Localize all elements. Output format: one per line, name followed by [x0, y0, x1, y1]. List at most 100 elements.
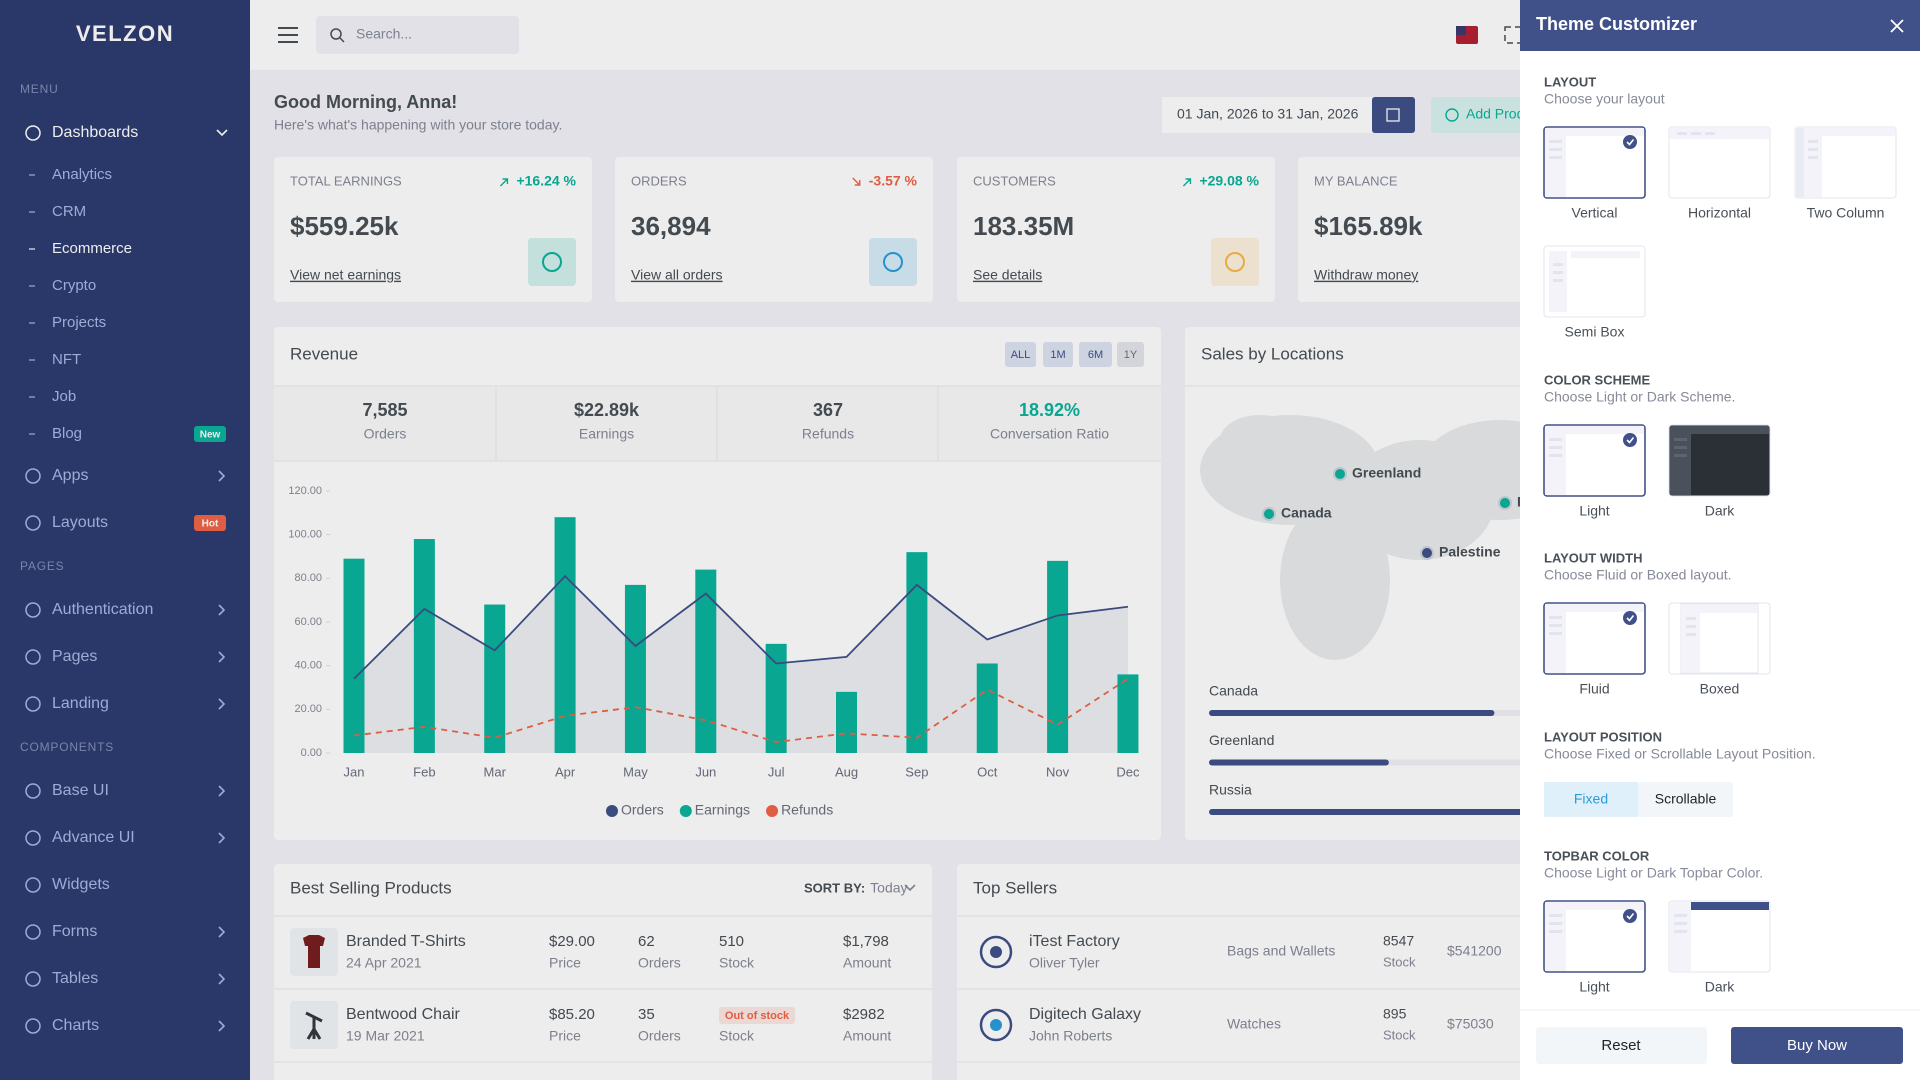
- map-marker[interactable]: [1262, 507, 1276, 521]
- layout-option[interactable]: [1543, 900, 1646, 973]
- toggle-button[interactable]: [1638, 782, 1734, 817]
- menu-item[interactable]: Forms: [52, 923, 97, 940]
- legend-label[interactable]: Orders: [621, 802, 664, 818]
- range-button[interactable]: [1117, 342, 1144, 367]
- check-badge: [1623, 611, 1637, 625]
- range-button-text[interactable]: ALL: [1011, 349, 1031, 361]
- thumb-line: [1674, 438, 1687, 441]
- seller-logo-dot: [990, 1019, 1002, 1031]
- layout-option[interactable]: [1668, 126, 1771, 199]
- range-button[interactable]: [1079, 342, 1112, 367]
- thumb-line: [1674, 930, 1687, 933]
- option-label[interactable]: Dark: [1705, 503, 1736, 519]
- chevron: [218, 973, 226, 985]
- seller-name[interactable]: Digitech Galaxy: [1029, 1006, 1141, 1023]
- seller-stock: 8547: [1383, 933, 1414, 949]
- toggle-button-text[interactable]: Scrollable: [1655, 791, 1717, 807]
- layout-option[interactable]: [1668, 424, 1771, 497]
- menu-item[interactable]: Dashboards: [52, 124, 138, 141]
- option-label[interactable]: Horizontal: [1688, 205, 1751, 221]
- menu-item[interactable]: Widgets: [52, 876, 110, 893]
- layout-option[interactable]: [1543, 245, 1646, 318]
- summary-value: $22.89k: [574, 400, 640, 420]
- submenu-item[interactable]: NFT: [52, 351, 81, 368]
- stat-link[interactable]: View net earnings: [290, 267, 401, 283]
- product-name[interactable]: Branded T-Shirts: [346, 933, 466, 950]
- option-label[interactable]: Vertical: [1572, 205, 1618, 221]
- range-button-text[interactable]: 6M: [1088, 349, 1103, 361]
- buy-button[interactable]: [1731, 1027, 1903, 1064]
- layout-option[interactable]: [1668, 900, 1771, 973]
- submenu-item[interactable]: CRM: [52, 203, 86, 220]
- thumb-line: [1549, 156, 1562, 159]
- calendar-button[interactable]: [1372, 97, 1415, 133]
- menu-item[interactable]: Layouts: [52, 514, 108, 531]
- stat-link[interactable]: Withdraw money: [1314, 267, 1418, 283]
- sort-value[interactable]: Today: [870, 880, 907, 896]
- menu-item[interactable]: Authentication: [52, 601, 153, 618]
- stat-link[interactable]: View all orders: [631, 267, 723, 283]
- x-tick-label: Dec: [1116, 764, 1140, 779]
- submenu-item[interactable]: Job: [52, 388, 76, 405]
- thumb-line: [1549, 148, 1562, 151]
- map-marker[interactable]: [1333, 467, 1347, 481]
- toggle-button[interactable]: [1544, 782, 1639, 817]
- menu-icon: [25, 783, 41, 799]
- stat-icon-box: [1211, 238, 1259, 286]
- layout-option[interactable]: [1543, 424, 1646, 497]
- submenu-item[interactable]: Projects: [52, 314, 106, 331]
- option-label[interactable]: Boxed: [1700, 681, 1740, 697]
- option-label[interactable]: Fluid: [1579, 681, 1609, 697]
- flag-canton: [1456, 26, 1466, 35]
- stat-label: MY BALANCE: [1314, 173, 1398, 188]
- search-placeholder[interactable]: Search...: [356, 26, 412, 42]
- range-button[interactable]: [1043, 342, 1073, 367]
- menu-item[interactable]: Pages: [52, 648, 97, 665]
- range-button-text[interactable]: 1Y: [1124, 349, 1138, 361]
- menu-item[interactable]: Charts: [52, 1017, 99, 1034]
- y-tick-label: 0.00: [301, 747, 322, 759]
- option-label[interactable]: Light: [1579, 503, 1609, 519]
- menu-item[interactable]: Tables: [52, 970, 98, 987]
- submenu-item[interactable]: Ecommerce: [52, 240, 132, 257]
- stock-badge-text: Out of stock: [725, 1010, 790, 1022]
- option-label[interactable]: Dark: [1705, 979, 1736, 995]
- layout-option[interactable]: [1543, 602, 1646, 675]
- layout-option[interactable]: [1543, 126, 1646, 199]
- card-title: Top Sellers: [973, 878, 1057, 897]
- check-badge: [1623, 433, 1637, 447]
- menu-item[interactable]: Advance UI: [52, 829, 135, 846]
- seller-name[interactable]: iTest Factory: [1029, 933, 1120, 950]
- product-name[interactable]: Bentwood Chair: [346, 1006, 461, 1023]
- thumb-part: [1691, 426, 1769, 434]
- submenu-item[interactable]: Analytics: [52, 166, 112, 183]
- search-box[interactable]: [316, 16, 519, 54]
- range-button-text[interactable]: 1M: [1050, 349, 1065, 361]
- legend-label[interactable]: Earnings: [695, 802, 750, 818]
- submenu-item[interactable]: Blog: [52, 425, 82, 442]
- reset-button[interactable]: [1536, 1027, 1707, 1064]
- thumb-part: [1566, 902, 1644, 910]
- toggle-button-text[interactable]: Fixed: [1574, 791, 1608, 807]
- close-button: [1890, 19, 1904, 33]
- submenu-item[interactable]: Crypto: [52, 277, 96, 294]
- badge-text: New: [200, 430, 221, 441]
- backdrop[interactable]: [0, 0, 1520, 1080]
- stat-link[interactable]: See details: [973, 267, 1042, 283]
- legend-label[interactable]: Refunds: [781, 802, 833, 818]
- option-label[interactable]: Semi Box: [1565, 324, 1625, 340]
- menu-item[interactable]: Landing: [52, 695, 109, 712]
- menu-item[interactable]: Base UI: [52, 782, 109, 799]
- map-land: [1280, 500, 1390, 660]
- date-input[interactable]: [1162, 97, 1372, 133]
- menu-item[interactable]: Apps: [52, 467, 88, 484]
- option-label[interactable]: Two Column: [1807, 205, 1885, 221]
- range-button[interactable]: [1005, 342, 1036, 367]
- map-marker[interactable]: [1420, 546, 1434, 560]
- option-label[interactable]: Light: [1579, 979, 1609, 995]
- buy-button-text[interactable]: Buy Now: [1787, 1037, 1847, 1054]
- map-marker[interactable]: [1498, 496, 1512, 510]
- stat-icon: [1225, 252, 1245, 272]
- reset-button-text[interactable]: Reset: [1601, 1037, 1641, 1054]
- column-caption: Stock: [719, 955, 755, 971]
